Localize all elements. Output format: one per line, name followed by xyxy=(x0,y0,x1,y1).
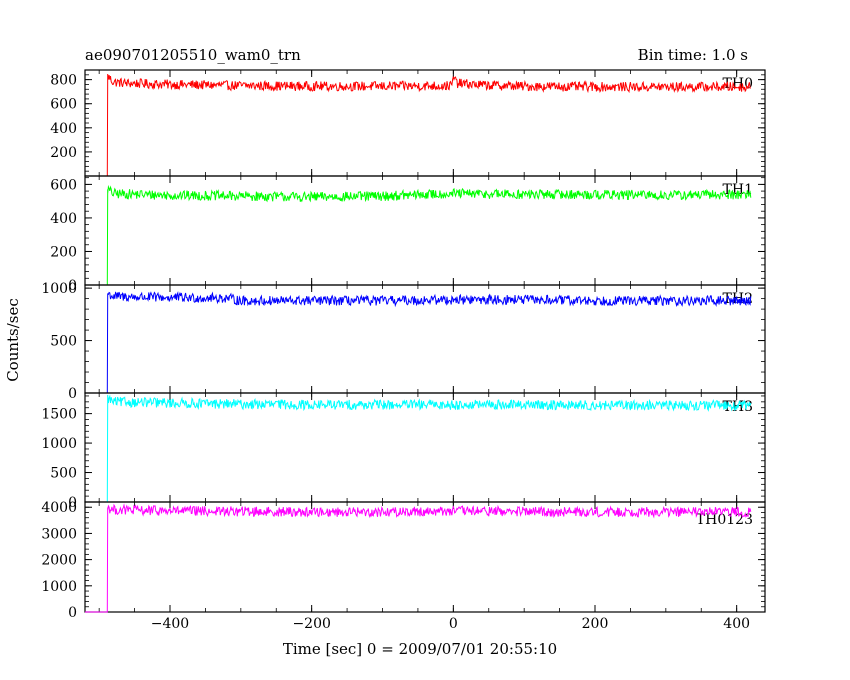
y-tick-label: 400 xyxy=(50,211,77,227)
x-tick-label: 200 xyxy=(582,616,609,632)
y-tick-label: 0 xyxy=(68,495,77,511)
x-axis-label: Time [sec] 0 = 2009/07/01 20:55:10 xyxy=(283,640,557,658)
x-tick-label: −200 xyxy=(292,616,330,632)
y-tick-label: 0 xyxy=(68,605,77,621)
series-line-th2 xyxy=(85,291,752,394)
series-line-th1 xyxy=(85,184,752,286)
y-tick-label: 1500 xyxy=(41,407,77,423)
series-line-th0123 xyxy=(85,503,752,613)
panel-frame xyxy=(84,392,766,503)
y-tick-label: 1000 xyxy=(41,579,77,595)
y-tick-label: 4000 xyxy=(41,500,77,516)
y-tick-label: 600 xyxy=(50,97,77,113)
series-line-th0 xyxy=(85,73,751,177)
y-tick-label: 200 xyxy=(50,244,77,260)
y-tick-label: 800 xyxy=(50,73,77,89)
y-tick-label: 0 xyxy=(68,278,77,294)
y-tick-label: 500 xyxy=(50,334,77,350)
bin-time-label: Bin time: 1.0 s xyxy=(638,46,748,64)
x-tick-label: −400 xyxy=(151,616,189,632)
y-tick-label: 600 xyxy=(50,177,77,193)
series-line-th3 xyxy=(85,394,752,503)
panel-frame xyxy=(84,501,766,613)
y-tick-label: 3000 xyxy=(41,526,77,542)
x-tick-label: 400 xyxy=(723,616,750,632)
chart-title: ae090701205510_wam0_trn xyxy=(85,46,301,64)
y-tick-label: 0 xyxy=(68,386,77,402)
x-tick-label: 0 xyxy=(449,616,458,632)
y-tick-label: 1000 xyxy=(41,436,77,452)
y-tick-label: 200 xyxy=(50,145,77,161)
y-axis-label: Counts/sec xyxy=(4,298,22,382)
y-tick-label: 400 xyxy=(50,121,77,137)
y-tick-label: 500 xyxy=(50,466,77,482)
y-tick-label: 1000 xyxy=(41,281,77,297)
y-tick-label: 2000 xyxy=(41,553,77,569)
